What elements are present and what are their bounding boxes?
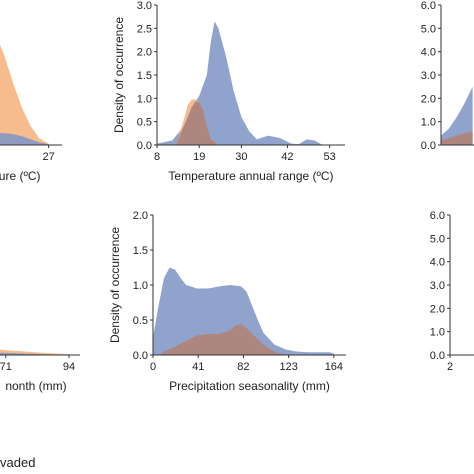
panel-2-ytick-label: 2.0 (137, 47, 152, 59)
panel-2-ytick-label: 2.5 (137, 23, 152, 35)
panel-5-overlap-area (158, 324, 286, 355)
panel-3-ytick-label: 1.0 (421, 117, 436, 129)
panel-4-x-label: nonth (mm) (5, 379, 66, 393)
panel-5-ytick-label: 1.5 (133, 245, 148, 257)
panel-6-ytick-label: 4.0 (430, 257, 445, 269)
panel-1-x-label: ture (ºC) (0, 169, 41, 183)
panel-6-xtick-label: 2 (447, 361, 453, 373)
panel-2-ytick-label: 1.0 (137, 93, 152, 105)
panel-6-ytick-label: 1.0 (430, 327, 445, 339)
panel-3-ytick-label: 3.0 (421, 70, 436, 82)
panel-2-x-label: Temperature annual range (ºC) (168, 169, 333, 183)
panel-2-xtick-label: 8 (154, 151, 160, 163)
panel-2-xtick-label: 19 (193, 151, 205, 163)
panel-3-overlap-area (441, 131, 473, 145)
panel-6-ytick-label: 2.0 (430, 303, 445, 315)
panel-5-xtick-label: 164 (325, 361, 343, 373)
panel-2-ytick-label: 0.5 (137, 117, 152, 129)
panel-6-ytick-label: 3.0 (430, 280, 445, 292)
panel-2-overlap-area (176, 101, 219, 145)
panel-5-ytick-label: 2.0 (133, 210, 148, 222)
panel-3-area-blue (441, 86, 473, 145)
panel-4-xtick-label: 71 (0, 361, 12, 373)
panel-5-y-label: Density of occurrence (108, 227, 122, 343)
panel-5-ytick-label: 0.0 (133, 350, 148, 362)
panel-4-area-blue (0, 352, 69, 355)
panel-5-xtick-label: 0 (150, 361, 156, 373)
panel-3-ytick-label: 0.0 (421, 140, 436, 152)
panel-5-x-label: Precipitation seasonality (mm) (169, 379, 330, 393)
panel-6-ytick-label: 6.0 (430, 210, 445, 222)
panel-6-ytick-label: 5.0 (430, 233, 445, 245)
panel-5-xtick-label: 123 (279, 361, 297, 373)
panel-3-ytick-label: 6.0 (421, 0, 436, 12)
panel-5-ytick-label: 0.5 (133, 315, 148, 327)
panel-2-xtick-label: 30 (235, 151, 247, 163)
panel-1-area-blue (0, 133, 49, 145)
panel-5-ytick-label: 1.0 (133, 280, 148, 292)
panel-1-xtick-label: 27 (43, 151, 55, 163)
panel-6-ytick-label: 0.0 (430, 350, 445, 362)
panel-2-xtick-label: 53 (324, 151, 336, 163)
legend-text: vaded (0, 455, 36, 470)
panel-2-ytick-label: 1.5 (137, 70, 152, 82)
panel-5-xtick-label: 82 (237, 361, 249, 373)
panel-2-ytick-label: 0.0 (137, 140, 152, 152)
panel-3-ytick-label: 2.0 (421, 93, 436, 105)
panel-5-area-blue (153, 267, 334, 355)
panel-5-xtick-label: 41 (192, 361, 204, 373)
panel-2-ytick-label: 3.0 (137, 0, 152, 12)
panel-3-ytick-label: 4.0 (421, 47, 436, 59)
panel-1-area-orange (0, 44, 49, 145)
panel-4-xtick-label: 94 (63, 361, 75, 373)
panel-2-xtick-label: 42 (281, 151, 293, 163)
panel-2-y-label: Density of occurrence (112, 17, 126, 133)
panel-3-ytick-label: 5.0 (421, 23, 436, 35)
legend-fragment: vaded (0, 455, 35, 470)
